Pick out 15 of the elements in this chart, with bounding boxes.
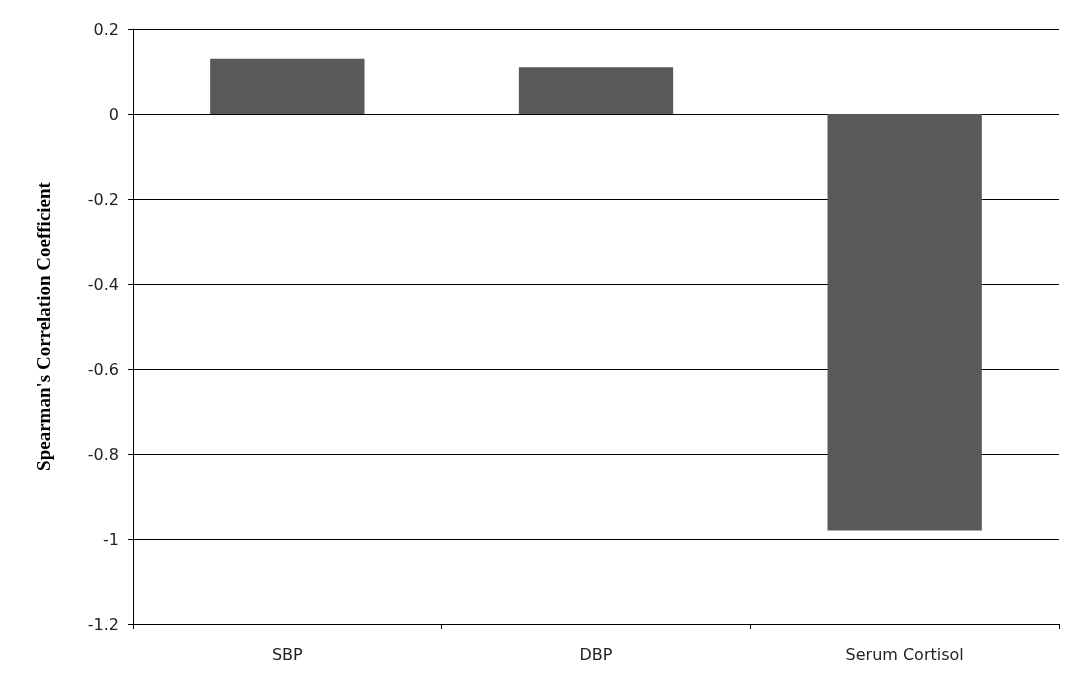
y-tick-label: -0.6 [87,359,119,379]
y-tick-label: -1.2 [87,614,119,634]
y-tick-label: 0.2 [93,19,119,39]
y-tick-label: -0.8 [87,444,119,464]
bar [518,67,674,114]
y-tick-label: -0.4 [87,274,119,294]
y-tick-label: -1 [103,529,119,549]
y-axis-title: Spearman's Correlation Coefficient [33,181,54,471]
bar [827,114,982,531]
x-tick-label: SBP [271,644,304,664]
bar [210,58,365,114]
y-tick-label: -0.2 [87,189,119,209]
x-tick-label: DBP [579,644,613,664]
x-tick-label: Serum Cortisol [845,644,964,664]
y-tick-label: 0 [108,104,119,124]
